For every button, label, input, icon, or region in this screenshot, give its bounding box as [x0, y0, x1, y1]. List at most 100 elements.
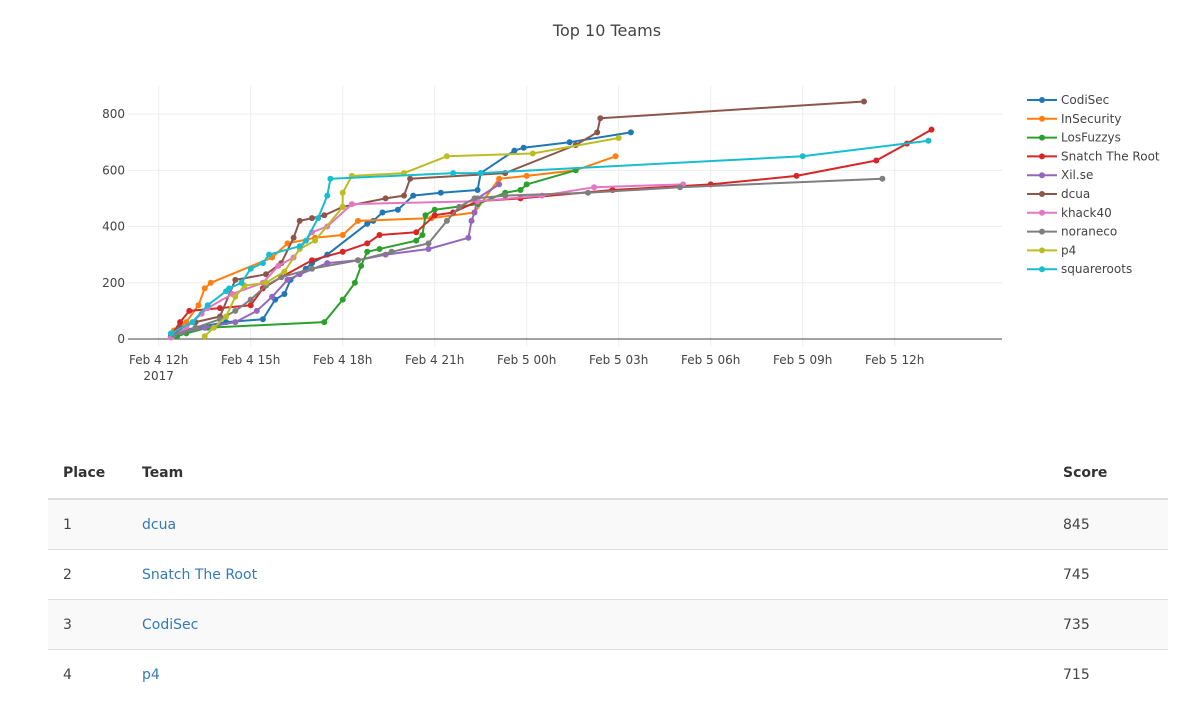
data-point — [388, 248, 395, 255]
data-point — [309, 257, 315, 264]
data-point — [793, 172, 800, 179]
data-point — [379, 209, 386, 216]
data-point — [247, 296, 254, 303]
data-point — [502, 192, 509, 199]
data-point — [266, 251, 273, 258]
series-line-p4 — [204, 137, 619, 337]
data-point — [358, 262, 365, 269]
scoreboard-header-row: Place Team Score — [48, 448, 1168, 500]
table-row: 1 dcua 845 — [48, 498, 1168, 550]
data-point — [201, 333, 208, 340]
scoreboard-table: Place Team Score 1 dcua 845 2 Snatch The… — [48, 448, 1168, 699]
data-point — [207, 279, 214, 286]
data-point — [471, 209, 478, 216]
data-point — [861, 98, 867, 105]
data-point — [597, 115, 604, 122]
team-link[interactable]: CodiSec — [142, 616, 199, 633]
data-point — [339, 232, 346, 238]
series-line-snatch-the-root — [170, 128, 932, 337]
data-point — [677, 184, 683, 191]
y-tick-label: 600 — [102, 163, 125, 177]
data-point — [238, 279, 245, 286]
team-link[interactable]: Snatch The Root — [142, 566, 258, 583]
x-tick-label: Feb 4 15h — [221, 353, 280, 367]
legend-marker — [1039, 134, 1045, 141]
data-point — [443, 217, 450, 224]
chart-svg: Top 10 Teams 0 200 400 600 800 Feb 4 12h 2017 Fe… — [102, 21, 1160, 383]
data-point — [496, 181, 503, 188]
score-cell: 745 — [1063, 549, 1168, 600]
team-link[interactable]: dcua — [142, 516, 177, 533]
data-point — [321, 212, 328, 219]
data-point — [529, 150, 536, 157]
data-point — [873, 157, 880, 164]
data-point — [232, 307, 239, 314]
data-point — [627, 129, 634, 136]
data-point — [302, 237, 309, 244]
data-point — [879, 175, 886, 182]
data-point — [232, 293, 239, 300]
data-point — [192, 324, 199, 331]
data-point — [253, 307, 260, 314]
data-point — [465, 234, 472, 241]
y-tick-label: 200 — [102, 276, 125, 290]
data-point — [477, 170, 484, 177]
data-point — [376, 232, 383, 238]
data-point — [419, 232, 426, 238]
team-cell: Snatch The Root — [142, 549, 1063, 600]
data-point — [259, 260, 266, 267]
x-tick-label: Feb 5 12h — [865, 353, 924, 367]
data-point — [201, 285, 208, 292]
data-point — [615, 135, 622, 141]
y-tick-label: 800 — [102, 107, 125, 121]
data-point — [296, 243, 303, 250]
data-point — [259, 316, 266, 323]
data-point — [364, 240, 371, 247]
data-point — [315, 215, 322, 222]
data-point — [520, 144, 527, 151]
place-cell: 3 — [48, 599, 142, 650]
y-tick-label: 0 — [117, 332, 125, 346]
data-point — [339, 203, 346, 210]
data-point — [474, 187, 481, 193]
data-point — [422, 212, 429, 219]
data-point — [309, 265, 315, 272]
x-tick-label: Feb 4 18h — [313, 353, 372, 367]
data-point — [296, 217, 303, 224]
data-point — [321, 319, 328, 326]
data-point — [364, 248, 371, 255]
series-line-noraneco — [173, 177, 883, 336]
table-row: 2 Snatch The Root 745 — [48, 549, 1168, 600]
data-point — [324, 260, 331, 267]
data-point — [456, 203, 463, 210]
data-point — [339, 189, 346, 196]
data-point — [226, 285, 233, 292]
data-point — [364, 220, 371, 227]
data-point — [217, 305, 223, 312]
data-point — [210, 324, 217, 331]
data-point — [223, 313, 230, 320]
team-link[interactable]: p4 — [142, 666, 160, 683]
y-tick-label: 400 — [102, 220, 125, 234]
chart-title: Top 10 Teams — [552, 21, 661, 40]
x-tick-label: Feb 5 06h — [681, 353, 740, 367]
x-tick-label: Feb 5 03h — [589, 353, 648, 367]
data-point — [348, 201, 355, 208]
series-line-insecurity — [173, 155, 616, 332]
legend-label: Snatch The Root — [1061, 149, 1160, 163]
data-point — [382, 195, 389, 202]
data-point — [281, 291, 288, 297]
data-point — [232, 276, 239, 283]
legend-label: CodiSec — [1061, 93, 1109, 107]
data-point — [339, 248, 346, 255]
data-point — [496, 175, 503, 182]
data-point — [928, 126, 935, 133]
top-teams-chart: Top 10 Teams 0 200 400 600 800 Feb 4 12h 2017 Fe… — [102, 21, 1160, 383]
team-cell: dcua — [142, 498, 1063, 550]
data-point — [431, 212, 438, 219]
data-point — [247, 302, 254, 309]
data-point — [925, 137, 932, 144]
data-point — [401, 192, 407, 199]
place-cell: 2 — [48, 549, 142, 600]
data-point — [278, 274, 285, 281]
